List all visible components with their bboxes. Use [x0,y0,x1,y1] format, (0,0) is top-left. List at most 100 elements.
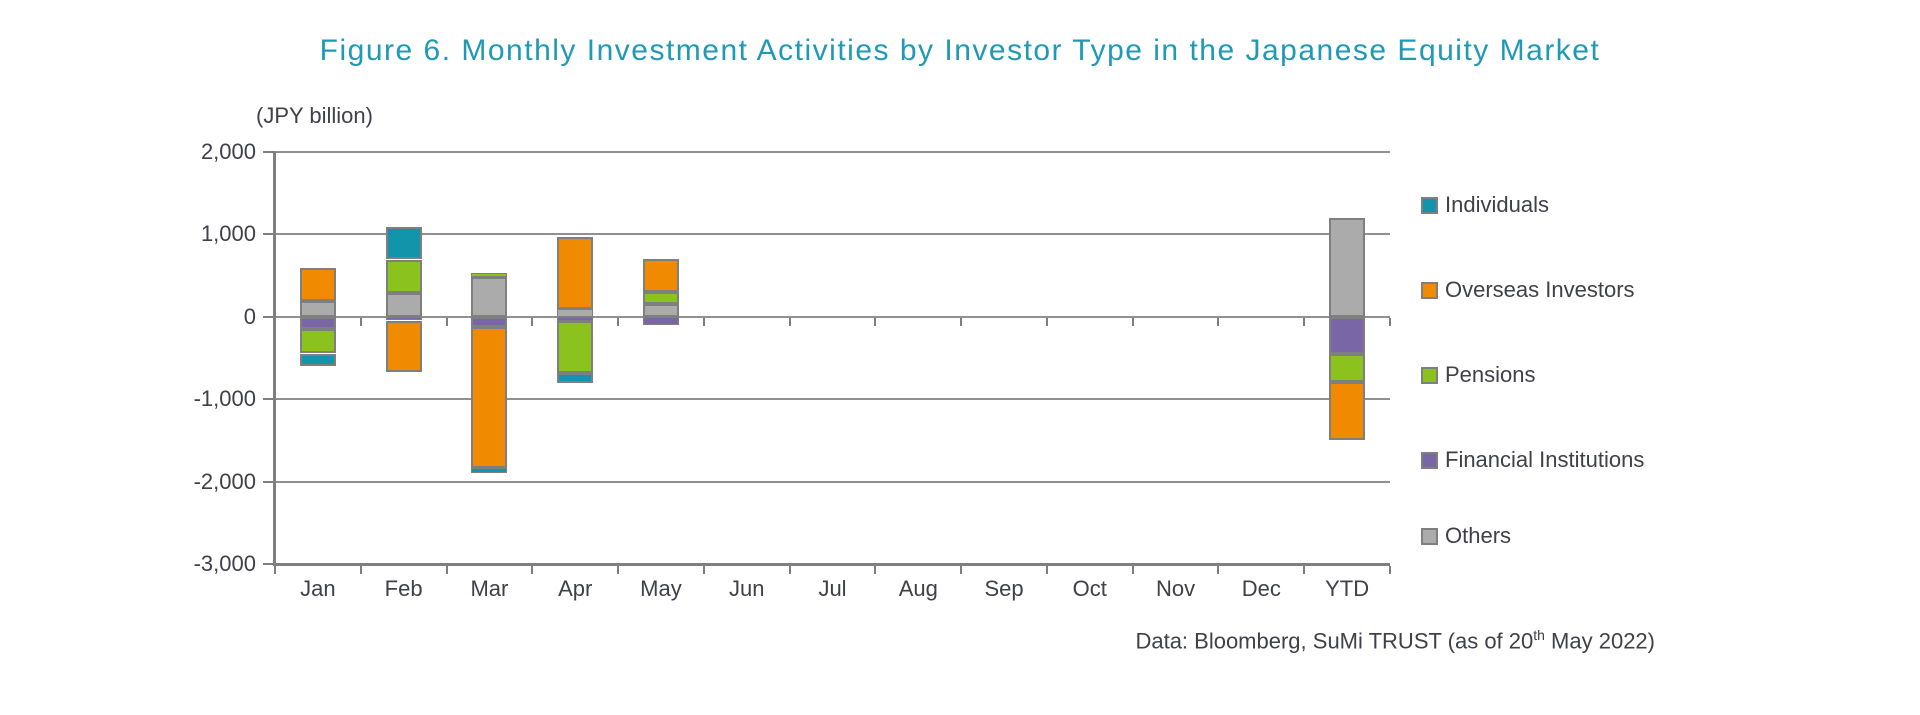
x-tick-label-jun: Jun [728,576,765,601]
data-source-text: Data: Bloomberg, SuMi TRUST (as of 20 [1135,628,1534,654]
bar-feb-overseas-investors [385,320,422,373]
bar-mar-financial-institutions [471,316,508,327]
bar-mar-pensions [471,272,508,277]
zero-line-tick [1131,317,1134,326]
y-tick-mark [263,315,275,318]
bar-ytd-financial-institutions [1329,316,1366,355]
x-tick-label-oct: Oct [1072,576,1107,601]
x-tick-label-apr: Apr [558,576,593,601]
x-tick-label-dec: Dec [1241,576,1281,601]
legend-label-financial-institutions: Financial Institutions [1445,447,1645,472]
bar-apr-financial-institutions [557,316,594,321]
legend-item-pensions: Pensions [1421,362,1536,388]
x-axis-tick [1389,566,1391,574]
legend-label-pensions: Pensions [1445,362,1536,387]
x-tick-label-sep: Sep [984,576,1024,601]
bar-ytd-overseas-investors [1329,381,1366,440]
gridline--2000 [275,480,1390,483]
legend-label-overseas-investors: Overseas Investors [1445,277,1635,302]
x-tick-label-may: May [640,576,682,601]
x-axis-tick [359,566,362,574]
bar-apr-individuals [557,372,594,383]
x-axis-tick [788,566,791,574]
x-axis-tick [445,566,448,574]
figure-title: Figure 6. Monthly Investment Activities … [319,34,1601,67]
y-tick-mark [263,233,275,236]
bar-mar-overseas-investors [471,326,508,468]
legend-swatch-financial-institutions [1421,451,1438,469]
zero-line-tick [874,317,877,326]
bar-feb-individuals [385,227,422,260]
gridline-1000 [275,233,1390,236]
legend-swatch-others [1421,527,1438,545]
x-tick-label-mar: Mar [470,576,509,601]
y-tick-label: -1,000 [193,386,256,412]
y-tick-label: 0 [243,303,256,329]
gridline--1000 [275,398,1390,401]
bar-apr-others [557,309,594,317]
y-tick-mark [263,398,275,401]
y-tick-label: 2,000 [200,139,256,164]
bar-jan-financial-institutions [299,316,336,329]
x-axis-tick [274,566,276,574]
gridline-2000 [275,151,1390,153]
x-tick-label-jul: Jul [818,576,847,601]
zero-line-tick [1303,317,1306,326]
legend-item-others: Others [1421,523,1511,549]
bar-jan-others [299,301,336,317]
bar-apr-overseas-investors [557,237,594,309]
bar-feb-pensions [385,259,422,293]
bar-jan-overseas-investors [299,268,336,302]
legend-label-individuals: Individuals [1445,192,1549,217]
zero-line-tick [531,317,534,326]
x-axis-tick [1217,566,1220,574]
zero-line-tick [960,317,963,326]
legend-item-financial-institutions: Financial Institutions [1421,447,1644,473]
gridline-0 [275,315,1390,318]
x-axis-tick [1131,566,1134,574]
bar-may-others [642,304,679,317]
x-tick-label-jan: Jan [300,576,336,601]
y-tick-label: -2,000 [193,468,256,494]
bar-ytd-pensions [1329,354,1366,382]
x-axis-tick [874,566,877,574]
y-tick-mark [263,480,275,483]
bar-feb-others [385,292,422,317]
bar-mar-others [471,276,508,317]
x-axis-tick [1045,566,1048,574]
legend-swatch-pensions [1421,366,1438,384]
y-tick-label: 1,000 [200,221,256,247]
data-source-superscript: th [1533,627,1545,643]
zero-line-tick [359,317,362,326]
bar-mar-individuals [471,468,508,473]
y-axis-unit-label: (JPY billion) [256,103,373,128]
x-axis-tick [1303,566,1306,574]
x-tick-label-aug: Aug [898,576,938,601]
y-tick-mark [263,563,275,565]
zero-line-tick [702,317,705,326]
zero-line-tick [1217,317,1220,326]
x-tick-label-nov: Nov [1156,576,1196,601]
x-axis-tick [531,566,534,574]
legend-swatch-overseas-investors [1421,281,1438,299]
legend-item-individuals: Individuals [1421,192,1549,218]
y-axis-line [273,152,276,566]
data-source-text-end: May 2022) [1544,628,1655,654]
zero-line-tick [788,317,791,326]
bar-apr-pensions [557,320,594,373]
y-tick-mark [263,151,275,153]
bar-may-financial-institutions [642,316,679,325]
x-axis-tick [617,566,620,574]
x-axis-tick [702,566,705,574]
bar-feb-financial-institutions [385,316,422,321]
legend-swatch-individuals [1421,196,1438,214]
zero-line-tick [445,317,448,326]
zero-line-tick [1389,317,1391,326]
x-axis-line [275,563,1390,566]
bar-may-overseas-investors [642,258,679,292]
bar-may-pensions [642,291,679,305]
x-axis-tick [960,566,963,574]
zero-line-tick [1045,317,1048,326]
